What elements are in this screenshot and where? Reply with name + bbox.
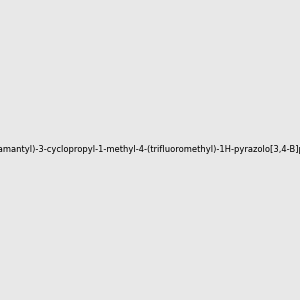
Text: 6-(1-Adamantyl)-3-cyclopropyl-1-methyl-4-(trifluoromethyl)-1H-pyrazolo[3,4-B]pyr: 6-(1-Adamantyl)-3-cyclopropyl-1-methyl-4… [0, 146, 300, 154]
